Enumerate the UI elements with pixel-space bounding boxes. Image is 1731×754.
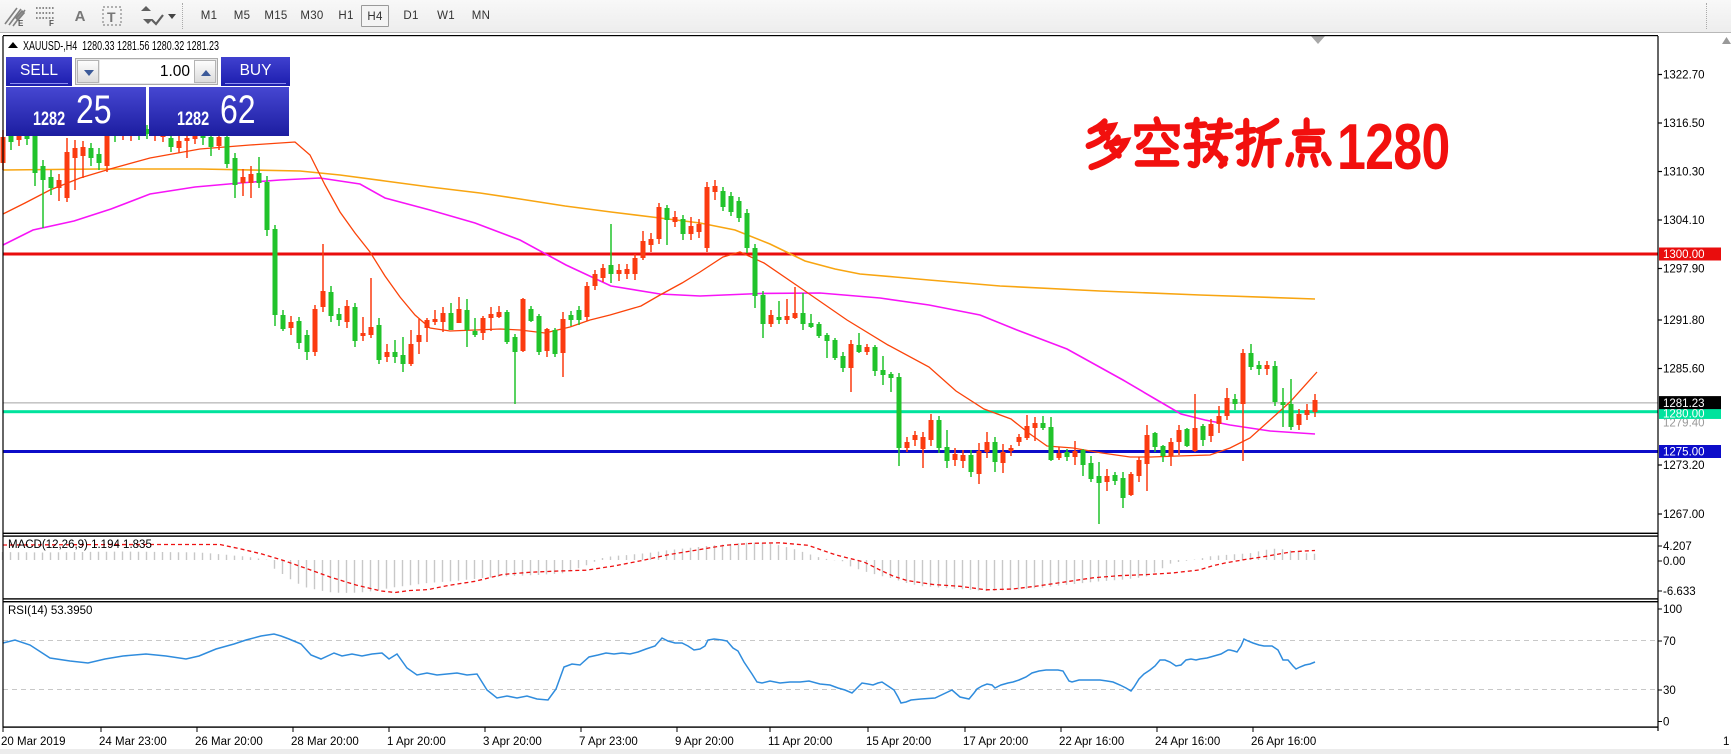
svg-text:1: 1 [1723, 736, 1729, 748]
svg-text:MACD(12,26,9) 1.194 1.835: MACD(12,26,9) 1.194 1.835 [8, 539, 152, 551]
svg-text:F: F [49, 19, 54, 28]
svg-text:-6.633: -6.633 [1663, 586, 1696, 598]
svg-text:15 Apr 20:00: 15 Apr 20:00 [866, 736, 931, 748]
svg-text:XAUUSD-,H4 1280.33 1281.56 12: XAUUSD-,H4 1280.33 1281.56 1280.32 1281.… [23, 39, 219, 53]
svg-text:70: 70 [1663, 636, 1676, 648]
svg-text:E: E [18, 19, 24, 28]
svg-text:17 Apr 20:00: 17 Apr 20:00 [963, 736, 1028, 748]
svg-text:4.207: 4.207 [1663, 541, 1692, 553]
svg-text:1281.23: 1281.23 [1663, 398, 1705, 410]
svg-text:7 Apr 23:00: 7 Apr 23:00 [579, 736, 638, 748]
svg-text:1316.50: 1316.50 [1663, 118, 1705, 130]
svg-text:1297.90: 1297.90 [1663, 264, 1705, 276]
svg-text:100: 100 [1663, 604, 1682, 616]
svg-text:20 Mar 2019: 20 Mar 2019 [1, 736, 66, 748]
svg-text:24 Mar 23:00: 24 Mar 23:00 [99, 736, 167, 748]
svg-text:9 Apr 20:00: 9 Apr 20:00 [675, 736, 734, 748]
svg-text:1300.00: 1300.00 [1663, 249, 1705, 261]
svg-text:1279.40: 1279.40 [1663, 418, 1705, 430]
svg-text:26 Mar 20:00: 26 Mar 20:00 [195, 736, 263, 748]
svg-text:24 Apr 16:00: 24 Apr 16:00 [1155, 736, 1220, 748]
svg-text:28 Mar 20:00: 28 Mar 20:00 [291, 736, 359, 748]
svg-text:1322.70: 1322.70 [1663, 70, 1705, 82]
svg-text:26 Apr 16:00: 26 Apr 16:00 [1251, 736, 1316, 748]
svg-text:1275.00: 1275.00 [1663, 447, 1705, 459]
svg-text:1 Apr 20:00: 1 Apr 20:00 [387, 736, 446, 748]
svg-text:0.00: 0.00 [1663, 556, 1685, 568]
svg-text:1280.00: 1280.00 [1663, 408, 1705, 420]
svg-text:1291.80: 1291.80 [1663, 315, 1705, 327]
svg-text:1280: 1280 [1337, 112, 1449, 184]
svg-text:3 Apr 20:00: 3 Apr 20:00 [483, 736, 542, 748]
svg-text:22 Apr 16:00: 22 Apr 16:00 [1059, 736, 1124, 748]
svg-text:1304.10: 1304.10 [1663, 215, 1705, 227]
svg-text:1273.20: 1273.20 [1663, 460, 1705, 472]
svg-text:T: T [107, 9, 116, 25]
svg-text:1310.30: 1310.30 [1663, 167, 1705, 179]
svg-text:RSI(14) 53.3950: RSI(14) 53.3950 [8, 605, 92, 617]
svg-text:11 Apr 20:00: 11 Apr 20:00 [768, 736, 832, 748]
svg-text:0: 0 [1663, 717, 1669, 729]
svg-text:1285.60: 1285.60 [1663, 364, 1705, 376]
svg-text:30: 30 [1663, 685, 1676, 697]
svg-text:1267.00: 1267.00 [1663, 509, 1705, 521]
